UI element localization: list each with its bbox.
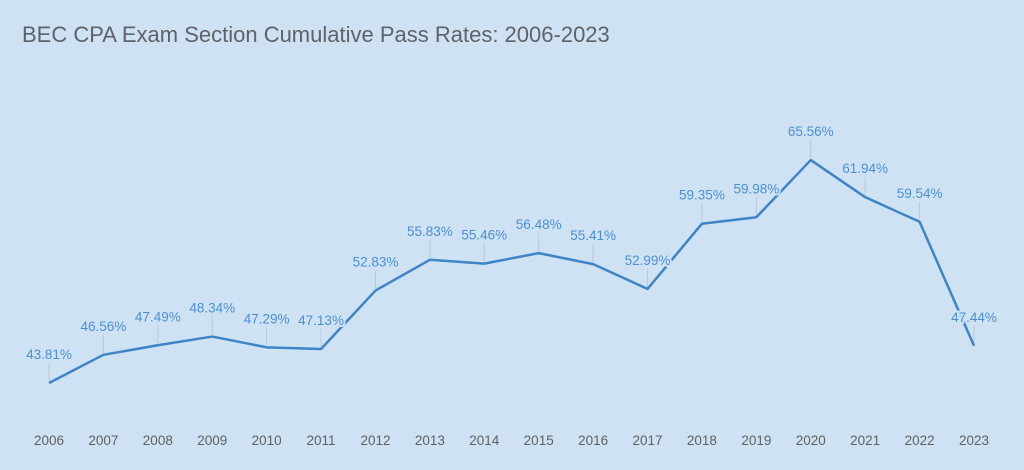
data-label: 59.35% bbox=[679, 188, 725, 203]
x-tick-label: 2023 bbox=[959, 433, 989, 448]
x-tick-label: 2007 bbox=[88, 433, 118, 448]
x-tick-label: 2013 bbox=[415, 433, 445, 448]
x-tick-label: 2019 bbox=[741, 433, 771, 448]
x-tick-label: 2012 bbox=[360, 433, 390, 448]
x-tick-label: 2017 bbox=[633, 433, 663, 448]
x-tick-label: 2010 bbox=[252, 433, 282, 448]
data-label: 46.56% bbox=[81, 319, 127, 334]
data-label: 47.49% bbox=[135, 309, 181, 324]
data-label: 55.83% bbox=[407, 224, 453, 239]
data-label: 65.56% bbox=[788, 124, 834, 139]
x-tick-label: 2011 bbox=[307, 433, 336, 448]
x-tick-label: 2009 bbox=[197, 433, 227, 448]
x-tick-label: 2022 bbox=[905, 433, 935, 448]
data-label: 43.81% bbox=[26, 347, 72, 362]
data-label: 59.54% bbox=[897, 186, 943, 201]
data-label: 61.94% bbox=[842, 161, 888, 176]
data-label: 55.41% bbox=[570, 228, 616, 243]
data-label: 48.34% bbox=[189, 301, 235, 316]
data-label: 47.13% bbox=[298, 313, 344, 328]
data-label: 56.48% bbox=[516, 217, 562, 232]
data-label: 52.99% bbox=[625, 253, 671, 268]
data-label: 47.44% bbox=[951, 310, 997, 325]
chart-title: BEC CPA Exam Section Cumulative Pass Rat… bbox=[22, 22, 610, 47]
x-tick-label: 2006 bbox=[34, 433, 64, 448]
series-line bbox=[48, 158, 976, 385]
x-tick-label: 2020 bbox=[796, 433, 826, 448]
x-tick-label: 2016 bbox=[578, 433, 608, 448]
data-label: 47.29% bbox=[244, 311, 290, 326]
x-tick-label: 2015 bbox=[524, 433, 554, 448]
x-tick-label: 2021 bbox=[850, 433, 880, 448]
data-label: 55.46% bbox=[461, 228, 507, 243]
x-tick-label: 2014 bbox=[469, 433, 500, 448]
data-label: 52.83% bbox=[353, 255, 399, 270]
x-tick-label: 2008 bbox=[143, 433, 173, 448]
x-tick-label: 2018 bbox=[687, 433, 717, 448]
data-label: 59.98% bbox=[733, 181, 779, 196]
